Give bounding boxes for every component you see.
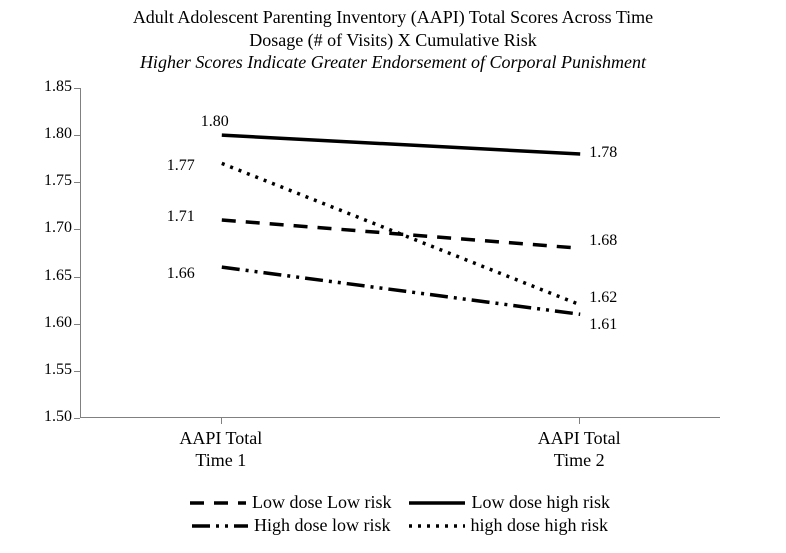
y-tick-mark [74, 135, 80, 136]
x-tick-mark [579, 418, 580, 424]
legend-swatch [409, 494, 465, 512]
data-label: 1.66 [167, 265, 195, 283]
legend: Low dose Low riskLow dose high riskHigh … [130, 492, 670, 538]
y-tick-label: 1.55 [22, 361, 72, 379]
legend-item-highdose_lowrisk: High dose low risk [192, 515, 391, 536]
legend-item-lowdose_highrisk: Low dose high risk [409, 492, 610, 513]
data-label: 1.68 [589, 232, 617, 250]
aapi-chart: Adult Adolescent Parenting Inventory (AA… [0, 0, 786, 553]
title-line-1: Adult Adolescent Parenting Inventory (AA… [0, 6, 786, 29]
data-label: 1.71 [167, 208, 195, 226]
y-tick-label: 1.85 [22, 78, 72, 96]
y-tick-mark [74, 88, 80, 89]
y-tick-mark [74, 229, 80, 230]
legend-row: High dose low risk high dose high risk [130, 515, 670, 536]
legend-label: Low dose high risk [471, 492, 610, 513]
y-tick-mark [74, 277, 80, 278]
legend-row: Low dose Low risk Low dose high risk [130, 492, 670, 513]
y-tick-mark [74, 182, 80, 183]
y-tick-label: 1.80 [22, 125, 72, 143]
data-label: 1.62 [589, 289, 617, 307]
series-line-highdose_highrisk [222, 163, 580, 304]
title-note: Higher Scores Indicate Greater Endorseme… [0, 51, 786, 74]
title-line-2: Dosage (# of Visits) X Cumulative Risk [0, 29, 786, 52]
plot-area [80, 88, 720, 418]
y-tick-label: 1.50 [22, 408, 72, 426]
legend-label: high dose high risk [471, 515, 609, 536]
y-tick-mark [74, 324, 80, 325]
legend-swatch [192, 517, 248, 535]
legend-item-lowdose_lowrisk: Low dose Low risk [190, 492, 391, 513]
data-label: 1.78 [589, 144, 617, 162]
y-tick-mark [74, 418, 80, 419]
plot-svg [81, 88, 721, 418]
y-tick-label: 1.70 [22, 219, 72, 237]
x-category-label: AAPI TotalTime 1 [141, 428, 301, 471]
legend-item-highdose_highrisk: high dose high risk [409, 515, 609, 536]
legend-swatch [190, 494, 246, 512]
data-label: 1.61 [589, 316, 617, 334]
y-tick-label: 1.75 [22, 172, 72, 190]
x-tick-mark [221, 418, 222, 424]
data-label: 1.77 [167, 157, 195, 175]
y-tick-mark [74, 371, 80, 372]
legend-swatch [409, 517, 465, 535]
data-label: 1.80 [201, 113, 229, 131]
chart-titles: Adult Adolescent Parenting Inventory (AA… [0, 0, 786, 74]
y-tick-label: 1.60 [22, 314, 72, 332]
series-line-lowdose_highrisk [222, 135, 580, 154]
x-category-label: AAPI TotalTime 2 [499, 428, 659, 471]
legend-label: Low dose Low risk [252, 492, 391, 513]
series-line-highdose_lowrisk [222, 267, 580, 314]
y-tick-label: 1.65 [22, 267, 72, 285]
legend-label: High dose low risk [254, 515, 391, 536]
